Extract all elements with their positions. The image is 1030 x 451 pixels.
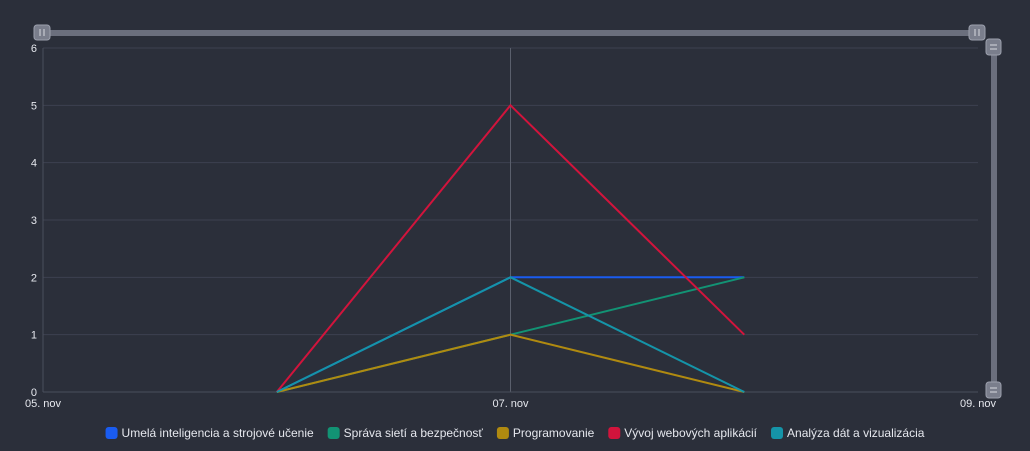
- series-lines: [276, 103, 746, 393]
- legend-label: Správa sietí a bezpečnosť: [344, 426, 484, 440]
- legend-label: Umelá inteligencia a strojové učenie: [122, 426, 314, 440]
- legend-swatch: [327, 427, 340, 439]
- zoom-sliders[interactable]: [33, 24, 1002, 399]
- legend-item[interactable]: Analýza dát a vizualizácia: [771, 426, 925, 440]
- legend-label: Analýza dát a vizualizácia: [787, 426, 925, 440]
- series-line: [276, 276, 745, 393]
- y-zoom-handle-body[interactable]: [985, 38, 1002, 56]
- axes: 0 1 2 3 4 5 6 05. nov 07. nov 09. nov: [25, 43, 997, 410]
- x-tick-label: 07. nov: [492, 398, 529, 410]
- y-zoom-handle[interactable]: [985, 38, 1002, 56]
- y-zoom-handle[interactable]: [985, 381, 1002, 399]
- series-line: [276, 333, 745, 393]
- legend-label: Vývoj webových aplikácií: [624, 426, 757, 440]
- legend-swatch: [496, 427, 509, 439]
- y-tick-label: 5: [31, 100, 37, 112]
- legend-swatch: [608, 427, 621, 439]
- legend-swatch: [105, 427, 118, 439]
- x-tick-label: 05. nov: [25, 398, 62, 410]
- y-tick-label: 1: [31, 330, 37, 342]
- y-zoom-track[interactable]: [991, 46, 997, 392]
- legend-item[interactable]: Vývoj webových aplikácií: [608, 426, 758, 440]
- x-zoom-track[interactable]: [40, 30, 980, 36]
- y-tick-label: 2: [31, 272, 37, 284]
- series-line: [276, 103, 746, 393]
- legend-item[interactable]: Programovanie: [496, 426, 595, 440]
- y-tick-label: 6: [31, 43, 37, 55]
- legend-item[interactable]: Umelá inteligencia a strojové učenie: [105, 426, 314, 440]
- grid: [43, 47, 978, 392]
- x-zoom-handle-body[interactable]: [968, 24, 986, 41]
- legend: Umelá inteligencia a strojové učenie Sprá…: [105, 426, 925, 440]
- x-zoom-handle[interactable]: [968, 24, 986, 41]
- x-zoom-handle-body[interactable]: [33, 24, 51, 41]
- legend-label: Programovanie: [513, 426, 595, 440]
- x-tick-label: 09. nov: [960, 398, 997, 410]
- y-tick-label: 4: [31, 158, 37, 170]
- y-tick-label: 0: [31, 387, 37, 399]
- y-tick-label: 3: [31, 215, 37, 227]
- legend-swatch: [771, 427, 784, 439]
- x-zoom-handle[interactable]: [33, 24, 51, 41]
- y-zoom-handle-body[interactable]: [985, 381, 1002, 399]
- legend-item[interactable]: Správa sietí a bezpečnosť: [327, 426, 484, 440]
